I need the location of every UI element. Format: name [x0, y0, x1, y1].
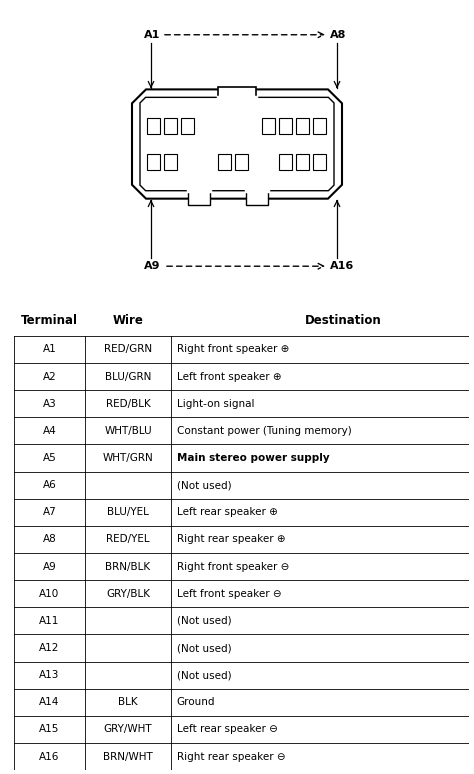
Bar — [280, 118, 292, 134]
Bar — [297, 118, 310, 134]
Text: A12: A12 — [39, 643, 60, 653]
Text: Light-on signal: Light-on signal — [177, 399, 254, 409]
Text: BRN/WHT: BRN/WHT — [103, 752, 153, 762]
Text: A8: A8 — [43, 535, 56, 544]
Text: (Not used): (Not used) — [177, 480, 231, 490]
Text: Destination: Destination — [305, 314, 382, 327]
Text: Right front speaker ⊕: Right front speaker ⊕ — [177, 344, 289, 354]
Bar — [219, 154, 231, 170]
Text: WHT/BLU: WHT/BLU — [104, 426, 152, 436]
Text: A16: A16 — [39, 752, 60, 762]
Text: A11: A11 — [39, 616, 60, 626]
Text: RED/YEL: RED/YEL — [106, 535, 150, 544]
Bar — [313, 154, 327, 170]
Text: A3: A3 — [43, 399, 56, 409]
Text: RED/GRN: RED/GRN — [104, 344, 152, 354]
Bar — [218, 87, 256, 98]
Text: Left front speaker ⊕: Left front speaker ⊕ — [177, 372, 281, 382]
Text: Right front speaker ⊖: Right front speaker ⊖ — [177, 562, 289, 571]
Bar — [297, 154, 310, 170]
Bar — [147, 154, 161, 170]
Text: GRY/WHT: GRY/WHT — [104, 724, 152, 735]
Text: (Not used): (Not used) — [177, 616, 231, 626]
Text: Right rear speaker ⊖: Right rear speaker ⊖ — [177, 752, 285, 762]
Text: A9: A9 — [43, 562, 56, 571]
Text: Left rear speaker ⊖: Left rear speaker ⊖ — [177, 724, 278, 735]
Text: Constant power (Tuning memory): Constant power (Tuning memory) — [177, 426, 351, 436]
Text: Left front speaker ⊖: Left front speaker ⊖ — [177, 589, 281, 599]
Text: A15: A15 — [39, 724, 60, 735]
Bar — [147, 118, 161, 134]
Text: Right rear speaker ⊕: Right rear speaker ⊕ — [177, 535, 285, 544]
Text: BLU/YEL: BLU/YEL — [107, 507, 149, 517]
Text: BLK: BLK — [118, 697, 138, 707]
Text: Wire: Wire — [112, 314, 144, 327]
Bar — [164, 154, 177, 170]
Bar — [182, 118, 194, 134]
Text: Left rear speaker ⊕: Left rear speaker ⊕ — [177, 507, 278, 517]
Bar — [263, 118, 275, 134]
Text: BLU/GRN: BLU/GRN — [105, 372, 151, 382]
Text: A7: A7 — [43, 507, 56, 517]
Bar — [188, 190, 210, 204]
Text: A13: A13 — [39, 670, 60, 680]
Bar — [236, 154, 248, 170]
Text: (Not used): (Not used) — [177, 670, 231, 680]
Text: Main stereo power supply: Main stereo power supply — [177, 453, 329, 463]
Text: A9: A9 — [144, 261, 161, 271]
Text: A1: A1 — [144, 29, 160, 39]
Text: WHT/GRN: WHT/GRN — [102, 453, 154, 463]
Text: A2: A2 — [43, 372, 56, 382]
Text: A6: A6 — [43, 480, 56, 490]
Bar — [246, 190, 268, 204]
Text: A4: A4 — [43, 426, 56, 436]
Text: A1: A1 — [43, 344, 56, 354]
Bar — [164, 118, 177, 134]
Text: (Not used): (Not used) — [177, 643, 231, 653]
Text: Terminal: Terminal — [21, 314, 78, 327]
Text: A5: A5 — [43, 453, 56, 463]
Text: A16: A16 — [330, 261, 354, 271]
Text: GRY/BLK: GRY/BLK — [106, 589, 150, 599]
Text: BRN/BLK: BRN/BLK — [105, 562, 151, 571]
Text: RED/BLK: RED/BLK — [106, 399, 150, 409]
Text: Ground: Ground — [177, 697, 215, 707]
Bar — [313, 118, 327, 134]
Text: A14: A14 — [39, 697, 60, 707]
Text: A10: A10 — [39, 589, 60, 599]
Bar — [280, 154, 292, 170]
Text: A8: A8 — [330, 29, 346, 39]
